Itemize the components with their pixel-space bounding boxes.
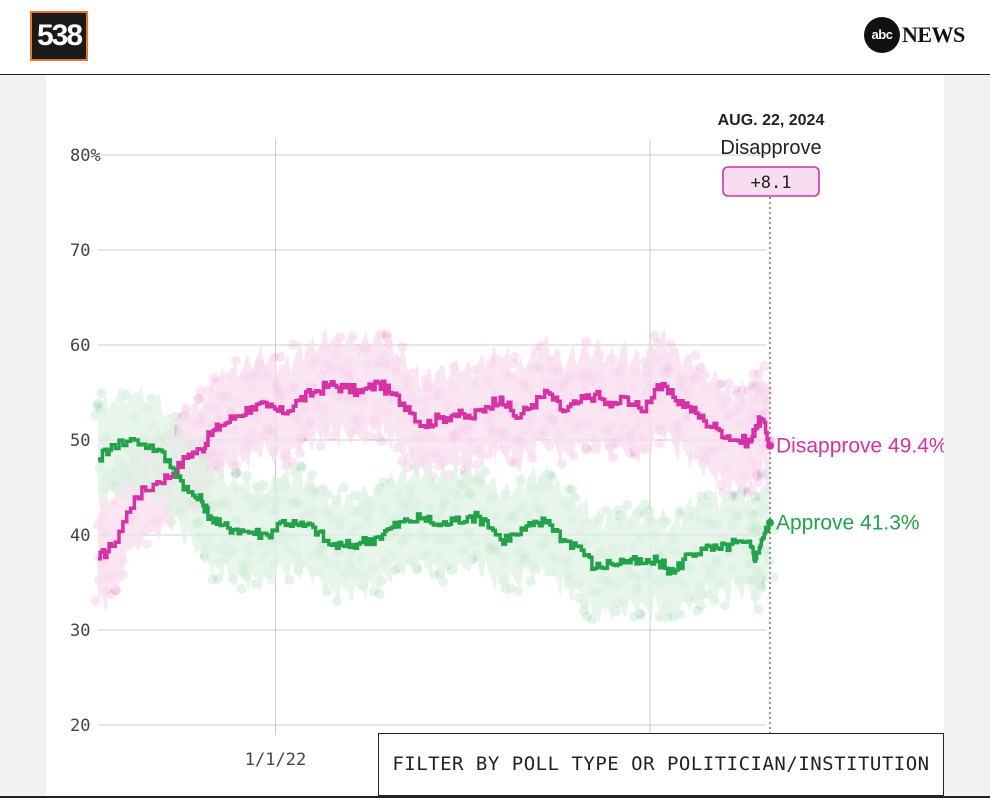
x-tick-label: 1/1/22 bbox=[245, 750, 306, 770]
poll-dot bbox=[92, 401, 103, 412]
poll-dot bbox=[589, 443, 600, 454]
poll-dot bbox=[288, 339, 299, 350]
poll-dot bbox=[716, 379, 726, 389]
annotation-leader: Disapprove bbox=[720, 137, 821, 159]
poll-dot bbox=[567, 484, 578, 495]
538-logo[interactable]: 538 bbox=[30, 11, 88, 61]
poll-dot bbox=[718, 487, 729, 498]
approval-chart: 20 30 40 50 60 70 80% 1/1/22 AUG. 22, 2024 Disap… bbox=[70, 112, 944, 775]
poll-dot bbox=[289, 466, 300, 477]
poll-dot bbox=[509, 351, 520, 362]
y-tick-label: 70 bbox=[70, 241, 90, 261]
poll-dot bbox=[587, 614, 598, 625]
poll-dot bbox=[207, 574, 218, 585]
poll-dot bbox=[195, 386, 206, 397]
poll-dot bbox=[397, 341, 408, 352]
poll-dot bbox=[374, 588, 385, 599]
poll-dot bbox=[96, 388, 107, 399]
poll-dot bbox=[236, 584, 247, 594]
news-wordmark: NEWS bbox=[902, 22, 965, 47]
poll-dot bbox=[381, 329, 392, 340]
site-header: 538 abc NEWS bbox=[0, 0, 990, 75]
margin-value: +8.1 bbox=[751, 173, 792, 193]
poll-dot bbox=[690, 350, 701, 361]
poll-dot bbox=[625, 448, 635, 459]
poll-dot bbox=[547, 472, 558, 482]
poll-dot bbox=[146, 393, 157, 404]
y-tick-label: 80% bbox=[70, 146, 101, 166]
divider bbox=[0, 796, 990, 798]
poll-dot bbox=[381, 332, 392, 343]
filter-button[interactable]: FILTER BY POLL TYPE OR POLITICIAN/INSTIT… bbox=[378, 733, 944, 796]
poll-dot bbox=[720, 600, 731, 611]
poll-dot bbox=[275, 351, 286, 362]
poll-dot bbox=[640, 499, 650, 510]
annotation-date: AUG. 22, 2024 bbox=[718, 112, 825, 129]
poll-dot bbox=[581, 611, 592, 622]
poll-dot bbox=[756, 467, 767, 478]
poll-dot bbox=[703, 489, 714, 500]
poll-dot bbox=[332, 595, 342, 606]
end-dot-disapprove bbox=[766, 441, 774, 450]
poll-dot bbox=[525, 576, 536, 587]
poll-dot bbox=[472, 459, 483, 470]
poll-dot bbox=[368, 586, 379, 597]
poll-dot bbox=[90, 595, 101, 606]
poll-dot bbox=[93, 398, 104, 409]
end-label-disapprove: Disapprove 49.4% bbox=[776, 435, 944, 458]
poll-dot bbox=[760, 361, 770, 371]
end-label-approve: Approve 41.3% bbox=[776, 512, 920, 535]
poll-dot bbox=[654, 612, 665, 623]
poll-dot bbox=[513, 586, 524, 597]
poll-dot bbox=[296, 463, 307, 473]
poll-dot bbox=[768, 572, 779, 583]
y-tick-label: 40 bbox=[70, 526, 90, 546]
chart-card: 20 30 40 50 60 70 80% 1/1/22 AUG. 22, 2024 Disap… bbox=[46, 75, 944, 798]
poll-dot bbox=[563, 484, 574, 495]
margin-badge bbox=[722, 166, 820, 197]
poll-dot bbox=[241, 470, 252, 481]
y-tick-label: 50 bbox=[70, 431, 90, 451]
poll-dot bbox=[768, 524, 779, 535]
poll-dot bbox=[665, 339, 676, 350]
poll-dot bbox=[209, 372, 220, 383]
abc-circle-logo: abc bbox=[864, 17, 900, 53]
poll-dot bbox=[692, 605, 703, 616]
abc-news-logo[interactable]: abc NEWS bbox=[864, 17, 965, 53]
poll-dot bbox=[649, 331, 660, 342]
poll-dot bbox=[509, 358, 520, 369]
poll-dot bbox=[429, 570, 440, 581]
poll-dot bbox=[315, 440, 326, 451]
poll-dot bbox=[90, 410, 101, 421]
poll-dot bbox=[696, 601, 707, 611]
poll-dot bbox=[742, 386, 753, 397]
poll-dot bbox=[750, 491, 761, 502]
series-line-disapprove bbox=[98, 379, 772, 561]
poll-dot bbox=[723, 378, 734, 389]
end-dot-approve bbox=[766, 518, 774, 527]
poll-dot bbox=[622, 499, 633, 510]
poll-dot bbox=[438, 576, 448, 587]
poll-dot bbox=[654, 438, 665, 449]
y-tick-label: 20 bbox=[70, 716, 90, 736]
series-line-approve bbox=[98, 437, 772, 576]
poll-dot bbox=[142, 539, 152, 549]
y-tick-label: 60 bbox=[70, 336, 90, 356]
y-tick-label: 30 bbox=[70, 621, 90, 641]
poll-dot bbox=[287, 457, 298, 468]
poll-dot bbox=[556, 458, 567, 469]
poll-dot bbox=[106, 589, 117, 600]
poll-dot bbox=[338, 482, 349, 493]
